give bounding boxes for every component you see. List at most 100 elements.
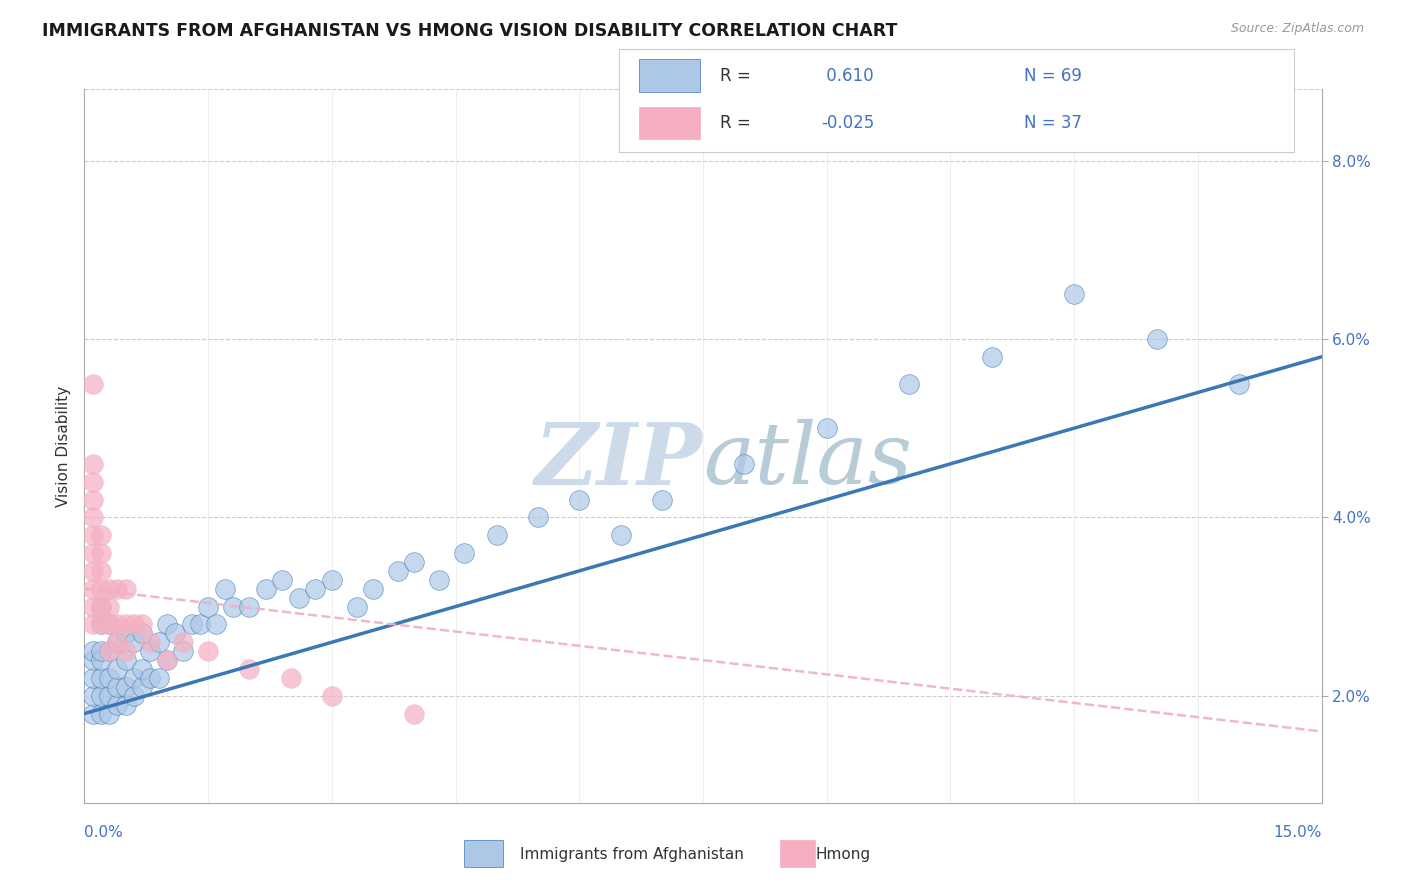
Point: [609, 528, 631, 542]
Point: [197, 599, 219, 614]
FancyBboxPatch shape: [638, 106, 700, 139]
Point: [404, 706, 426, 721]
Text: 15.0%: 15.0%: [1274, 825, 1322, 840]
Point: [105, 635, 128, 649]
Point: [90, 617, 112, 632]
Point: [214, 582, 236, 596]
Point: [1063, 287, 1085, 301]
Point: [90, 617, 112, 632]
Point: [733, 457, 755, 471]
Point: [139, 644, 162, 658]
Point: [114, 698, 136, 712]
Point: [165, 626, 187, 640]
Point: [238, 662, 260, 676]
Point: [98, 689, 121, 703]
Point: [90, 644, 112, 658]
Point: [82, 510, 104, 524]
Point: [90, 546, 112, 560]
Point: [205, 617, 228, 632]
Text: N = 37: N = 37: [1024, 114, 1081, 132]
Point: [815, 421, 838, 435]
Point: [82, 475, 104, 489]
Point: [238, 599, 260, 614]
Point: [114, 626, 136, 640]
Point: [105, 635, 128, 649]
Point: [105, 662, 128, 676]
Point: [82, 564, 104, 578]
FancyBboxPatch shape: [638, 60, 700, 92]
Point: [321, 689, 343, 703]
Point: [485, 528, 508, 542]
Point: [90, 689, 112, 703]
Text: Hmong: Hmong: [815, 847, 870, 862]
Point: [197, 644, 219, 658]
Text: 0.0%: 0.0%: [84, 825, 124, 840]
Point: [288, 591, 311, 605]
Point: [172, 635, 194, 649]
Point: [82, 492, 104, 507]
Y-axis label: Vision Disability: Vision Disability: [56, 385, 72, 507]
Text: ZIP: ZIP: [536, 418, 703, 502]
Point: [105, 698, 128, 712]
Point: [105, 582, 128, 596]
Point: [131, 662, 153, 676]
Point: [148, 671, 170, 685]
Point: [82, 617, 104, 632]
Point: [122, 617, 145, 632]
Point: [90, 582, 112, 596]
Text: IMMIGRANTS FROM AFGHANISTAN VS HMONG VISION DISABILITY CORRELATION CHART: IMMIGRANTS FROM AFGHANISTAN VS HMONG VIS…: [42, 22, 897, 40]
Point: [90, 599, 112, 614]
Point: [90, 671, 112, 685]
Point: [122, 635, 145, 649]
Point: [156, 653, 179, 667]
Point: [82, 582, 104, 596]
Text: atlas: atlas: [703, 419, 912, 501]
FancyBboxPatch shape: [464, 840, 503, 867]
Point: [90, 599, 112, 614]
Point: [254, 582, 277, 596]
Point: [271, 573, 294, 587]
Point: [346, 599, 368, 614]
Point: [82, 644, 104, 658]
Point: [122, 689, 145, 703]
Point: [361, 582, 384, 596]
Point: [98, 599, 121, 614]
Point: [98, 582, 121, 596]
Point: [1146, 332, 1168, 346]
Point: [82, 528, 104, 542]
Point: [568, 492, 591, 507]
Point: [90, 653, 112, 667]
Point: [82, 546, 104, 560]
Point: [105, 680, 128, 694]
Point: [82, 376, 104, 391]
Point: [139, 635, 162, 649]
Point: [304, 582, 326, 596]
Point: [114, 644, 136, 658]
Point: [427, 573, 450, 587]
Point: [180, 617, 202, 632]
Point: [131, 680, 153, 694]
Point: [122, 671, 145, 685]
Point: [156, 653, 179, 667]
Point: [98, 644, 121, 658]
Text: N = 69: N = 69: [1024, 67, 1081, 85]
Text: 0.610: 0.610: [821, 67, 873, 85]
Point: [1227, 376, 1250, 391]
Point: [898, 376, 921, 391]
Point: [387, 564, 409, 578]
Point: [131, 626, 153, 640]
Point: [453, 546, 475, 560]
Point: [82, 689, 104, 703]
Point: [651, 492, 673, 507]
Point: [148, 635, 170, 649]
Point: [90, 564, 112, 578]
Point: [114, 680, 136, 694]
Point: [280, 671, 302, 685]
Point: [82, 671, 104, 685]
Point: [82, 706, 104, 721]
Point: [114, 617, 136, 632]
Text: Immigrants from Afghanistan: Immigrants from Afghanistan: [520, 847, 744, 862]
Point: [98, 706, 121, 721]
Point: [98, 644, 121, 658]
Text: R =: R =: [720, 67, 756, 85]
